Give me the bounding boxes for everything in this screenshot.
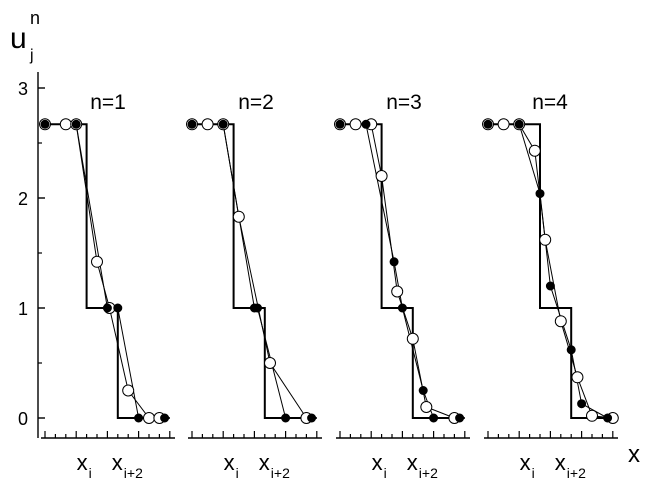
filled-point — [253, 303, 263, 313]
panel-4: n=4x i x i+2 — [482, 91, 619, 481]
panel-title: n=3 — [386, 91, 422, 114]
open-point — [91, 255, 103, 268]
x-mark-sub: i — [384, 465, 387, 481]
x-axis-label: x — [628, 441, 640, 468]
open-point — [554, 315, 567, 328]
panel-title: n=4 — [532, 91, 568, 114]
filled-point — [483, 119, 493, 129]
panel-1: n=1x i x i+2 — [39, 91, 175, 481]
x-mark-label: x — [77, 450, 88, 475]
y-axis-label-sub: j — [29, 47, 34, 64]
x-mark-sub: i — [236, 465, 239, 481]
exact-solution-line — [45, 123, 170, 419]
filled-point — [218, 119, 228, 129]
filled-series-line — [488, 123, 608, 419]
filled-point — [577, 399, 587, 409]
filled-point — [566, 345, 576, 355]
panel-title: n=2 — [238, 91, 274, 114]
open-series-line — [192, 123, 307, 419]
filled-point — [281, 413, 291, 423]
x-mark-sub: i+2 — [271, 465, 290, 481]
open-point — [201, 118, 214, 131]
panel-2: n=2x i x i+2 — [186, 91, 322, 481]
y-tick-label: 2 — [18, 189, 28, 209]
filled-point — [134, 413, 144, 423]
open-point — [528, 144, 541, 157]
open-point — [264, 357, 276, 369]
filled-point — [603, 413, 613, 423]
filled-point — [187, 119, 197, 129]
x-mark-label: x — [407, 450, 418, 475]
open-series-line — [45, 123, 160, 419]
x-mark-label: x — [555, 450, 566, 475]
x-mark-sub: i — [89, 465, 92, 481]
open-series-line — [340, 123, 455, 419]
open-point — [391, 285, 404, 298]
open-point — [420, 401, 433, 413]
filled-point — [455, 413, 465, 423]
filled-point — [113, 303, 123, 313]
exact-solution-line — [488, 123, 613, 419]
x-mark-label: x — [372, 450, 383, 475]
filled-point — [160, 413, 170, 423]
filled-point — [397, 303, 407, 313]
open-point — [586, 409, 598, 422]
open-point — [406, 332, 419, 345]
filled-point — [389, 257, 399, 267]
open-point — [375, 170, 388, 182]
filled-point — [307, 413, 317, 423]
y-axis-label-sup: n — [30, 8, 40, 28]
filled-point — [535, 189, 545, 199]
open-series-line — [488, 123, 613, 419]
x-mark-sub: i+2 — [124, 465, 143, 481]
x-mark-label: x — [224, 450, 235, 475]
open-point — [539, 233, 552, 246]
filled-point — [102, 303, 112, 313]
open-point — [497, 118, 510, 131]
open-point — [122, 384, 135, 397]
filled-point — [335, 119, 345, 129]
open-point — [143, 412, 155, 424]
filled-series-line — [192, 123, 312, 419]
y-tick-label: 1 — [18, 299, 28, 319]
open-point — [59, 118, 72, 131]
x-mark-label: x — [259, 450, 270, 475]
exact-solution-line — [340, 123, 465, 419]
x-mark-sub: i — [532, 465, 535, 481]
y-axis: 0 1 2 3 uj n x — [10, 8, 640, 468]
y-axis-label: u — [10, 22, 27, 55]
panel-3: n=3x i x i+2 — [334, 91, 470, 481]
filled-series-line — [340, 123, 460, 419]
panel-title: n=1 — [90, 91, 126, 114]
y-tick-label: 0 — [18, 409, 28, 429]
y-tick-label: 3 — [18, 79, 28, 99]
filled-series-line — [45, 123, 165, 419]
filled-point — [40, 119, 50, 129]
x-mark-sub: i+2 — [567, 465, 586, 481]
x-mark-label: x — [112, 450, 123, 475]
filled-point — [418, 386, 428, 395]
open-point — [571, 371, 584, 384]
open-point — [349, 118, 362, 131]
filled-point — [545, 281, 555, 291]
filled-point — [361, 119, 371, 129]
filled-point — [429, 413, 439, 423]
x-mark-sub: i+2 — [419, 465, 438, 481]
panels: n=1x i x i+2n=2x i x i+2n=3x i x i+2n=4x i x i+2 — [39, 91, 619, 481]
exact-solution-line — [192, 123, 317, 419]
x-mark-label: x — [520, 450, 531, 475]
open-point — [232, 210, 245, 223]
filled-point — [71, 119, 81, 129]
filled-point — [514, 119, 524, 129]
